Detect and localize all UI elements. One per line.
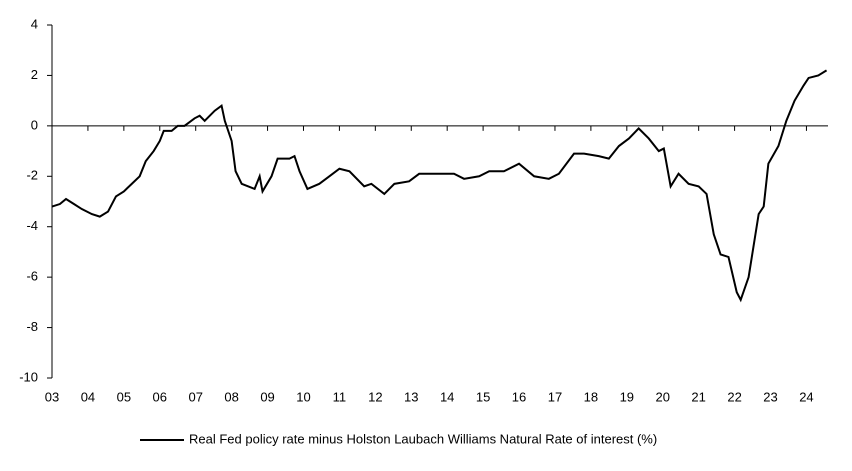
x-tick-label: 03 [45, 389, 59, 404]
x-tick-label: 14 [440, 389, 454, 404]
y-tick-label: 4 [31, 16, 38, 31]
x-tick-label: 15 [476, 389, 490, 404]
x-tick-label: 19 [620, 389, 634, 404]
y-tick-label: -10 [19, 369, 38, 384]
x-tick-label: 23 [763, 389, 777, 404]
x-tick-label: 13 [404, 389, 418, 404]
x-tick-label: 07 [188, 389, 202, 404]
x-tick-label: 11 [333, 389, 347, 404]
x-tick-label: 18 [584, 389, 598, 404]
x-tick-label: 16 [512, 389, 526, 404]
y-tick-label: -6 [26, 269, 38, 284]
y-tick-label: -2 [26, 168, 38, 183]
x-tick-label: 12 [368, 389, 382, 404]
x-tick-label: 09 [260, 389, 274, 404]
x-tick-label: 22 [727, 389, 741, 404]
line [51, 69, 828, 303]
y-tick-label: -8 [26, 319, 38, 334]
legend-label: Real Fed policy rate minus Holston Lauba… [189, 431, 657, 446]
x-tick-label: 08 [224, 389, 238, 404]
y-tick-label: -4 [26, 218, 38, 233]
x-tick-label: 10 [296, 389, 310, 404]
x-tick-label: 21 [691, 389, 705, 404]
x-tick-label: 04 [81, 389, 95, 404]
x-tick-label: 20 [656, 389, 670, 404]
x-tick-label: 06 [153, 389, 167, 404]
x-tick-label: 24 [799, 389, 813, 404]
x-tick-label: 17 [548, 389, 562, 404]
y-tick-label: 0 [31, 117, 38, 132]
y-tick-label: 2 [31, 67, 38, 82]
x-tick-label: 05 [117, 389, 131, 404]
